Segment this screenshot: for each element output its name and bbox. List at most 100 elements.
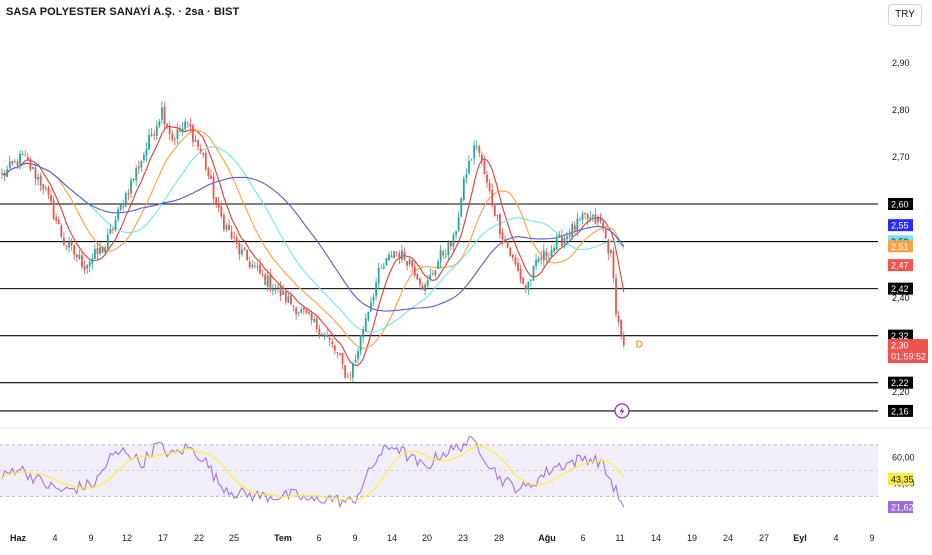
- candle-body: [597, 218, 599, 223]
- candle-body: [390, 255, 393, 258]
- candle: [179, 124, 181, 133]
- candle-body: [124, 193, 127, 207]
- candle: [171, 129, 174, 142]
- candle-body: [493, 205, 496, 216]
- candle: [70, 237, 73, 251]
- candle: [403, 247, 406, 262]
- candle-body: [143, 154, 145, 160]
- candle: [431, 270, 434, 277]
- candle: [375, 277, 377, 301]
- candle-body: [486, 174, 488, 183]
- candle: [166, 122, 169, 130]
- candle: [382, 262, 385, 270]
- candle-body: [39, 175, 42, 186]
- candle: [225, 223, 228, 232]
- candle: [184, 118, 187, 133]
- candle-body: [88, 262, 91, 267]
- candle-body: [465, 174, 468, 179]
- x-tick-label: 27: [759, 533, 769, 543]
- candle-body: [388, 254, 390, 260]
- candle: [364, 313, 367, 332]
- candle-body: [315, 318, 318, 329]
- candle-body: [506, 241, 509, 248]
- candle-body: [238, 243, 241, 255]
- candle: [259, 258, 261, 275]
- candle: [65, 245, 68, 251]
- level-tag: 2,42: [891, 284, 909, 294]
- candle: [509, 246, 512, 257]
- candle: [199, 144, 202, 155]
- candle-body: [274, 289, 277, 291]
- candle-body: [514, 257, 517, 265]
- x-tick-label: Haz: [10, 533, 27, 543]
- candle: [586, 212, 589, 226]
- candle-body: [47, 187, 50, 195]
- candle-body: [346, 376, 349, 378]
- candle-body: [589, 217, 592, 219]
- candle-body: [473, 145, 476, 159]
- candle: [395, 251, 398, 257]
- candle-body: [192, 125, 194, 142]
- candle: [573, 221, 576, 235]
- level-tag-bg: [888, 404, 913, 417]
- candle: [545, 248, 548, 263]
- level-tag-bg: [888, 282, 913, 295]
- candle-body: [199, 148, 202, 152]
- candle: [39, 172, 42, 192]
- candle: [576, 212, 579, 236]
- candle: [292, 304, 295, 312]
- candle: [460, 196, 463, 218]
- candle: [357, 348, 359, 364]
- candle: [468, 154, 470, 176]
- candle: [42, 183, 45, 195]
- candle-body: [612, 250, 615, 279]
- candle: [620, 319, 623, 340]
- candle: [560, 229, 563, 247]
- candle-body: [434, 270, 437, 275]
- candle-body: [620, 319, 623, 336]
- candle: [450, 240, 452, 251]
- candle-body: [256, 266, 259, 268]
- candle-body: [509, 248, 512, 256]
- candle: [419, 276, 421, 291]
- candle-body: [375, 282, 377, 297]
- candle: [398, 250, 401, 265]
- candle-body: [63, 237, 65, 245]
- candle-body: [310, 313, 313, 321]
- x-tick-label: 24: [723, 533, 733, 543]
- candle-body: [545, 251, 548, 257]
- candle-body: [277, 286, 279, 288]
- candle: [401, 244, 403, 263]
- candle: [517, 257, 519, 273]
- candle-body: [96, 247, 99, 254]
- candle: [284, 291, 287, 305]
- candle-body: [220, 206, 223, 217]
- last-price-label: 2,30: [891, 341, 909, 351]
- candle-body: [411, 260, 414, 267]
- candle: [424, 282, 427, 296]
- candle: [393, 251, 396, 259]
- candle: [514, 254, 517, 267]
- candle-body: [527, 281, 530, 290]
- candle-body: [284, 291, 287, 302]
- candle-body: [419, 278, 421, 285]
- candle-body: [519, 268, 522, 280]
- x-tick-label: Ağu: [538, 533, 556, 543]
- candle: [272, 283, 274, 296]
- candle: [602, 219, 605, 233]
- ma-tag: 2,55: [891, 221, 909, 231]
- candle: [143, 151, 145, 164]
- candle: [542, 243, 545, 267]
- candle-body: [3, 172, 6, 177]
- candle-body: [331, 341, 334, 345]
- currency-button[interactable]: TRY: [888, 4, 922, 26]
- x-tick-label: 9: [88, 533, 93, 543]
- candle: [351, 361, 354, 382]
- candle-body: [140, 160, 143, 168]
- candle-body: [210, 175, 212, 179]
- candle: [584, 212, 586, 220]
- candle: [553, 244, 556, 254]
- candle-body: [349, 375, 352, 377]
- candle-body: [318, 328, 321, 336]
